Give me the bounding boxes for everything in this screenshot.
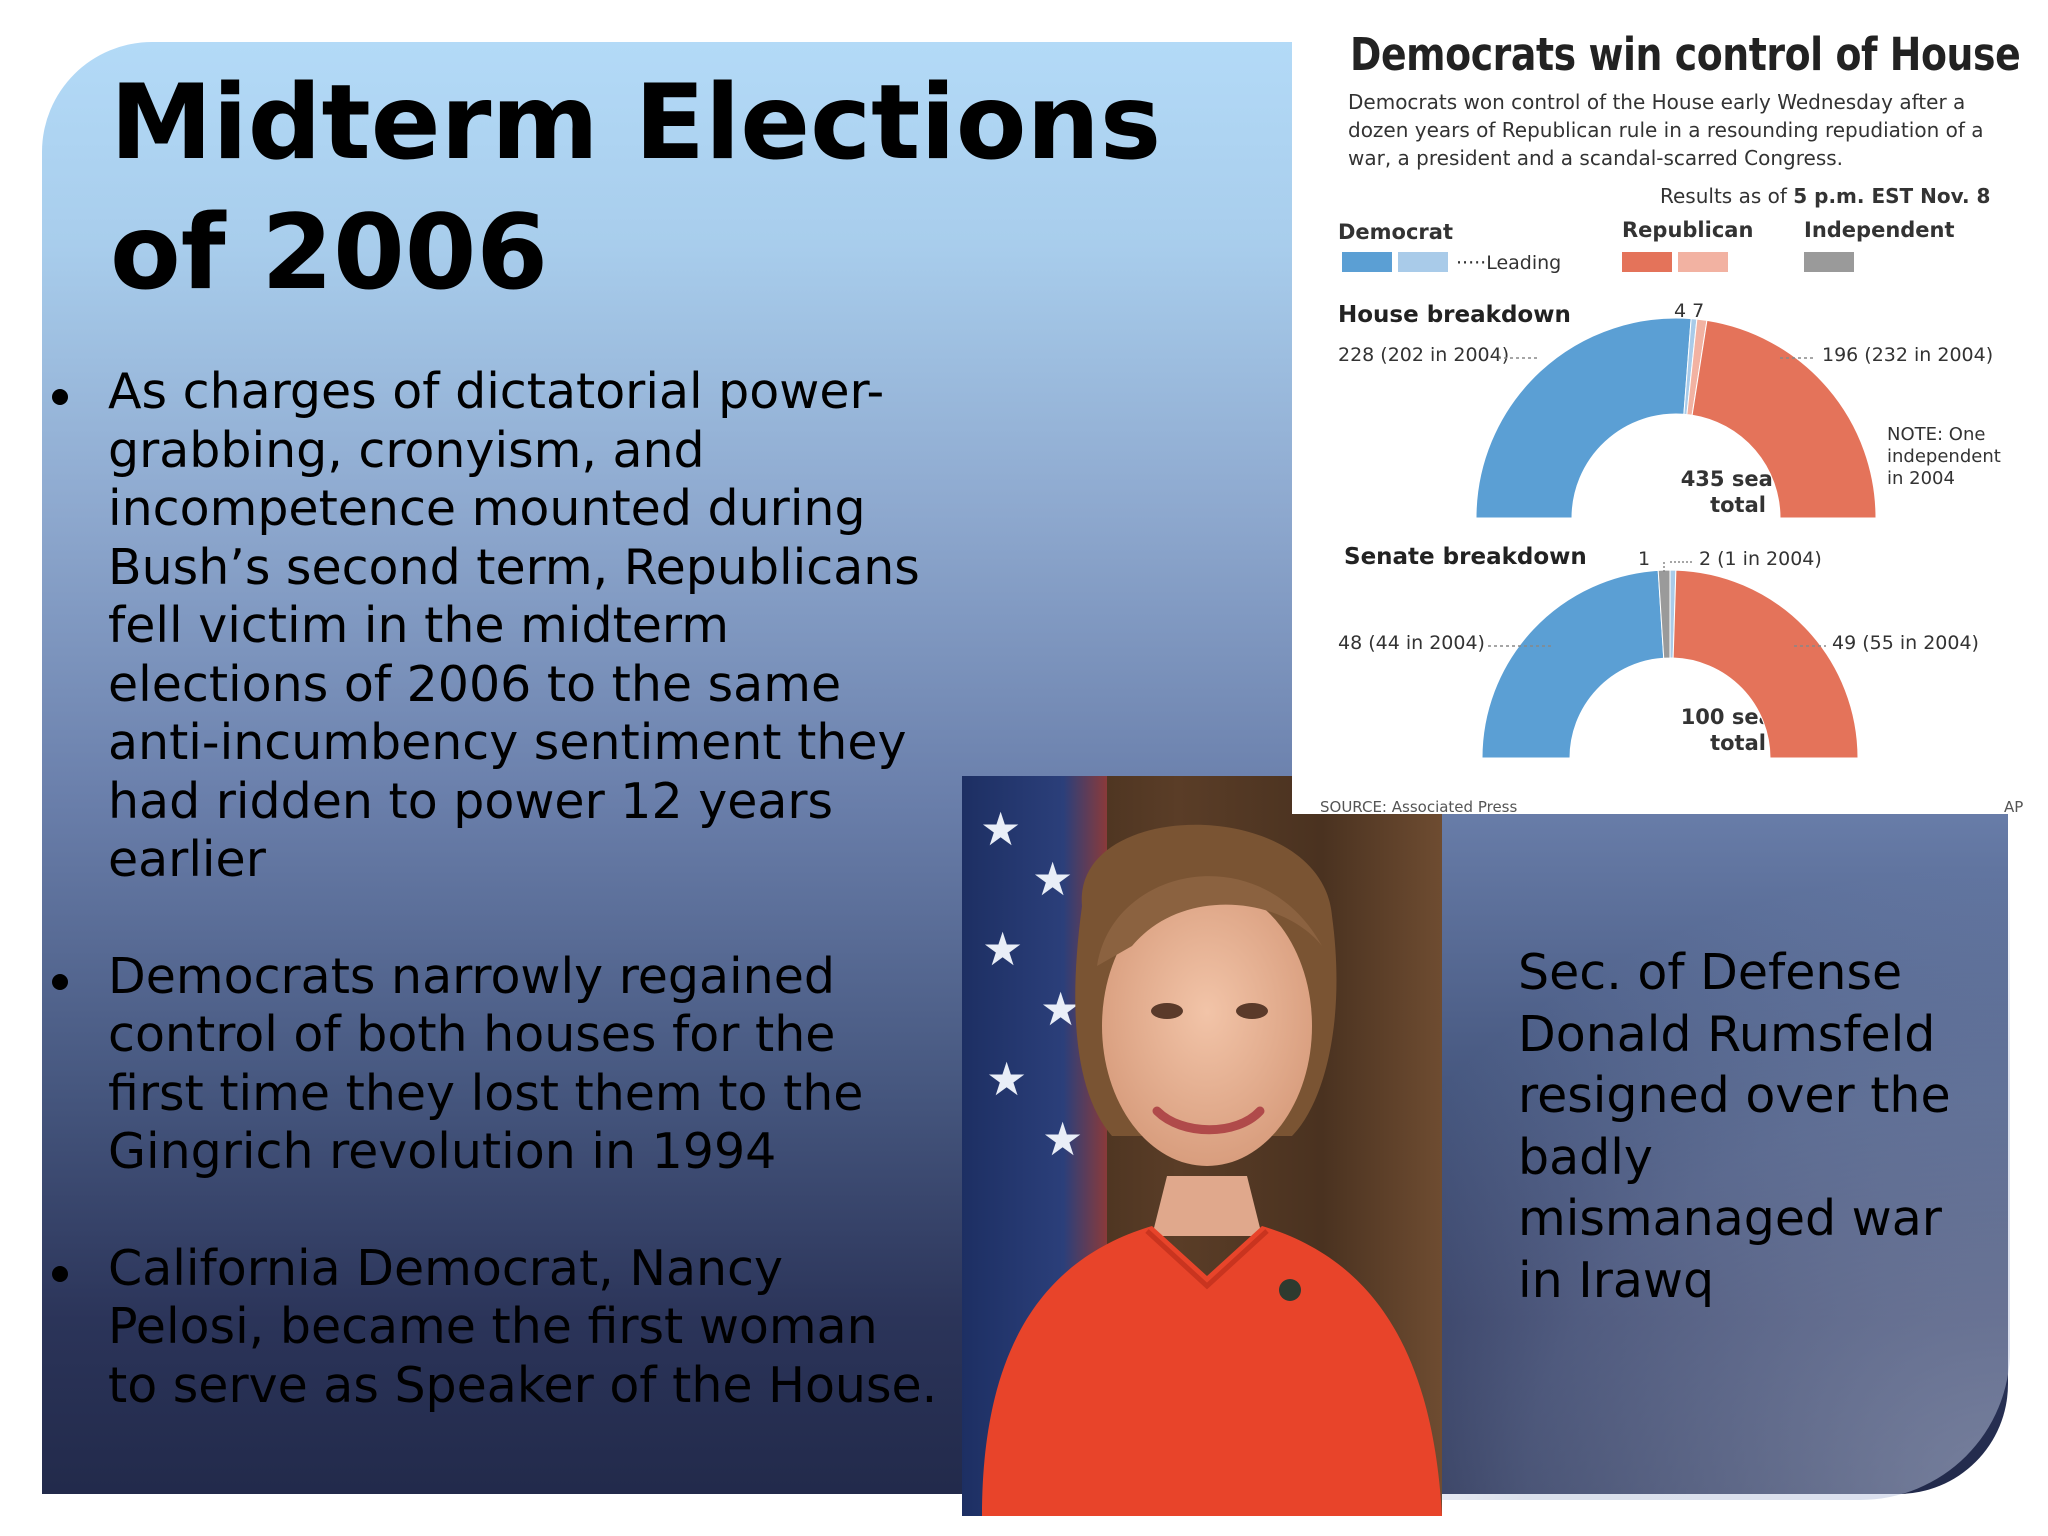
house-note: NOTE: One independent in 2004 <box>1887 424 2001 489</box>
house-breakdown-label: House breakdown <box>1338 302 1571 328</box>
slide-title: Midterm Elections of 2006 <box>110 63 1162 313</box>
senate-breakdown-label: Senate breakdown <box>1344 544 1587 570</box>
house-chart <box>1475 317 1877 519</box>
legend-democrat-swatch <box>1342 252 1392 272</box>
legend-democrat-label: Democrat <box>1338 220 1453 244</box>
legend-independent-swatch <box>1804 252 1854 272</box>
bullet-text: As charges of dictatorial power-grabbing… <box>108 363 920 888</box>
legend-democrat-leading-swatch <box>1398 252 1448 272</box>
senate-ind-label: 1 <box>1638 548 1651 570</box>
results-time: 5 p.m. EST Nov. 8 <box>1793 184 1991 208</box>
senate-seat-slice <box>1672 569 1859 759</box>
election-infographic: Democrats win control of House Democrats… <box>1292 6 2032 816</box>
portrait-figure <box>982 824 1442 1516</box>
senate-chart <box>1481 569 1859 759</box>
legend-republican-leading-swatch <box>1678 252 1728 272</box>
bullet-text: Democrats narrowly regained control of b… <box>108 947 864 1181</box>
senate-ind-2004-label: 2 (1 in 2004) <box>1699 548 1822 570</box>
results-prefix: Results as of <box>1660 184 1787 208</box>
bullet-dot <box>52 973 68 990</box>
legend-independent-label: Independent <box>1804 218 1955 242</box>
house-rep-label: 196 (232 in 2004) <box>1822 344 1994 366</box>
infographic-source: SOURCE: Associated Press <box>1320 798 1518 816</box>
seat-charts <box>1475 317 1877 759</box>
bullet-text: California Democrat, Nancy Pelosi, becam… <box>108 1239 938 1414</box>
bullet-list: As charges of dictatorial power-grabbing… <box>40 363 940 1415</box>
legend-republican-label: Republican <box>1622 218 1754 242</box>
house-dem-label: 228 (202 in 2004) <box>1338 344 1510 366</box>
senate-seat-slice <box>1481 569 1665 759</box>
senate-rep-label: 49 (55 in 2004) <box>1832 632 1979 654</box>
infographic-subtitle: Democrats won control of the House early… <box>1348 90 1984 170</box>
house-seat-slice <box>1691 319 1877 519</box>
bullet-item: As charges of dictatorial power-grabbing… <box>40 363 940 890</box>
rumsfeld-caption: Sec. of Defense Donald Rumsfeld resigned… <box>1518 944 1951 1309</box>
bullet-dot <box>52 1265 68 1282</box>
house-seat-slice <box>1475 317 1692 519</box>
infographic-credit: AP <box>2004 798 2024 816</box>
bullet-dot <box>52 389 68 405</box>
bullet-item: Democrats narrowly regained control of b… <box>40 948 940 1182</box>
senate-dem-label: 48 (44 in 2004) <box>1338 632 1485 654</box>
portrait-photo: ★ ★ ★ ★ ★ ★ <box>962 776 1442 1516</box>
bullet-item: California Democrat, Nancy Pelosi, becam… <box>40 1240 940 1416</box>
house-leading-label: 4 7 <box>1674 300 1705 322</box>
results-timestamp: Results as of 5 p.m. EST Nov. 8 <box>1660 184 1990 208</box>
infographic-title: Democrats win control of House <box>1350 28 2021 81</box>
legend-republican-swatch <box>1622 252 1672 272</box>
legend-leading-label: ·····Leading <box>1456 252 1562 274</box>
